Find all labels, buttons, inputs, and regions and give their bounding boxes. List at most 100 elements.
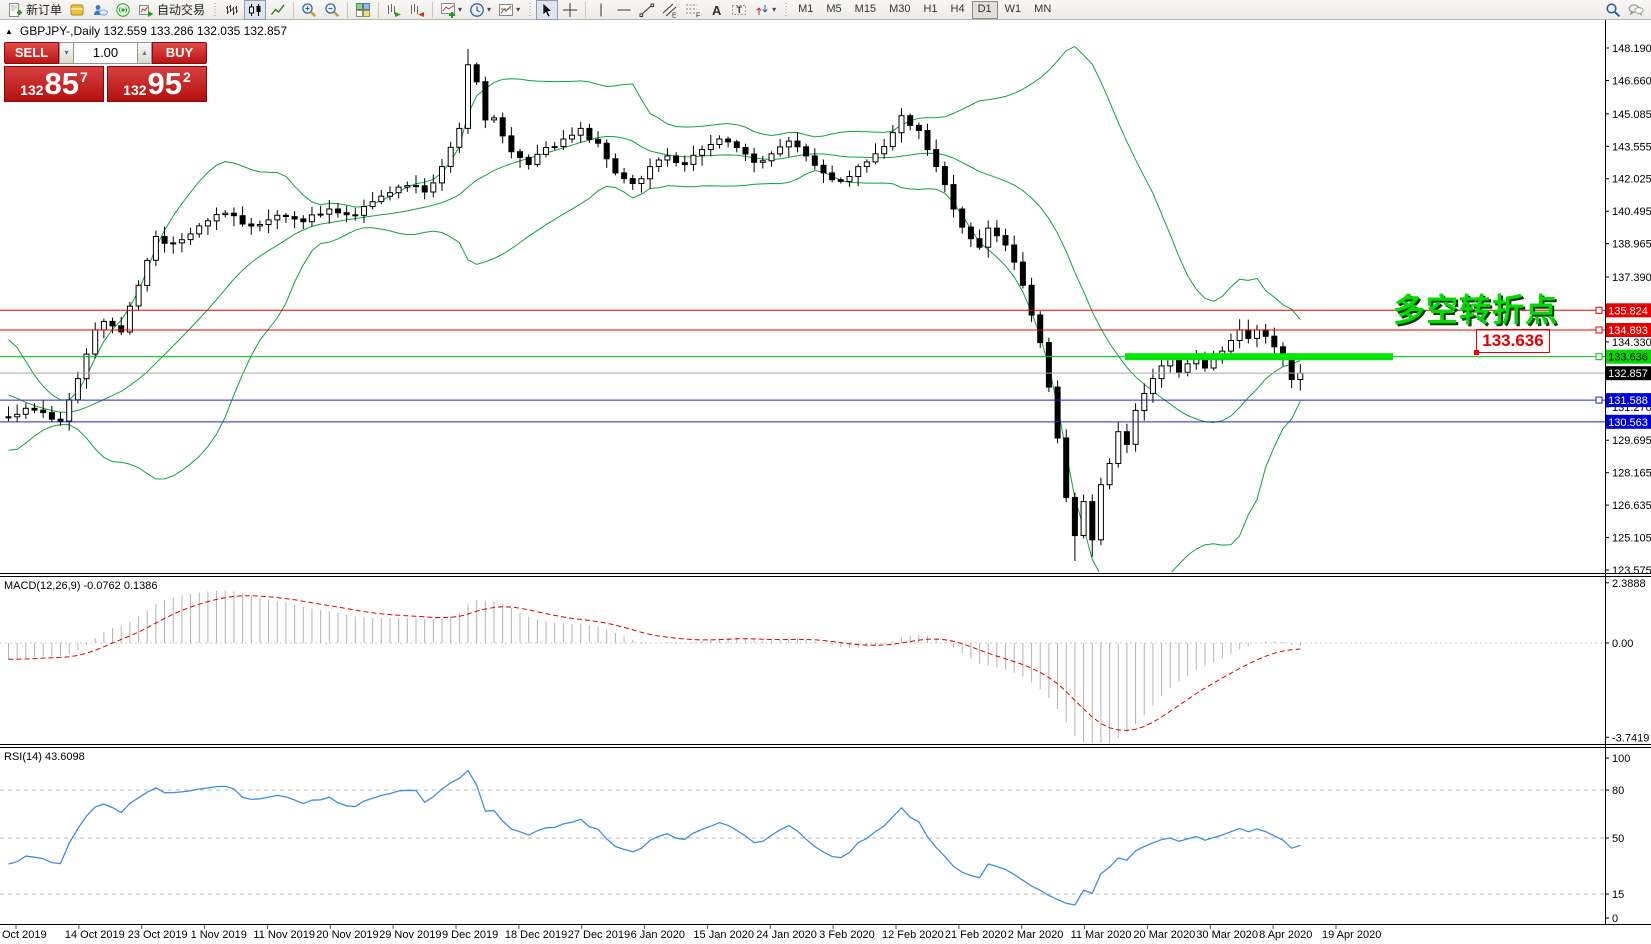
buy-button[interactable]: BUY bbox=[152, 42, 207, 64]
candles-chart-button[interactable] bbox=[244, 0, 267, 20]
candle bbox=[491, 114, 497, 123]
candle bbox=[664, 148, 671, 167]
candle bbox=[40, 400, 47, 418]
candle bbox=[603, 139, 610, 168]
collapse-icon[interactable]: ▲ bbox=[5, 26, 13, 36]
price-axis[interactable]: 148.190 146.660 145.085 143.555 142.025 140.4… bbox=[1605, 43, 1651, 925]
toolbar-grip[interactable] bbox=[783, 2, 789, 17]
trendline-button[interactable] bbox=[636, 0, 658, 20]
timeframe-button-m5[interactable]: M5 bbox=[826, 2, 842, 15]
templates-button[interactable]: ▾ bbox=[495, 0, 523, 20]
time-tick-label: 2 Mar 2020 bbox=[1008, 929, 1064, 941]
cursor-button[interactable] bbox=[536, 0, 559, 20]
candle bbox=[430, 174, 437, 198]
zoomin-icon bbox=[301, 2, 317, 18]
price-tick-label: 2.3888 bbox=[1612, 578, 1646, 590]
search-button[interactable] bbox=[1602, 0, 1624, 20]
crosshair-button[interactable] bbox=[559, 0, 581, 20]
autotrading-button[interactable]: 自动交易 bbox=[135, 0, 208, 20]
candle bbox=[5, 406, 12, 422]
line-handle[interactable] bbox=[1595, 306, 1603, 314]
line-handle[interactable] bbox=[1595, 353, 1603, 361]
timeframe-button-h1[interactable]: H1 bbox=[923, 2, 938, 15]
candle bbox=[612, 153, 619, 176]
trend-icon bbox=[639, 2, 655, 18]
timeframe-button-d1[interactable]: D1 bbox=[971, 0, 998, 19]
candle bbox=[569, 127, 575, 143]
text-button[interactable]: A bbox=[705, 0, 727, 20]
price-badge bbox=[1606, 393, 1651, 408]
object-handle[interactable] bbox=[1474, 350, 1479, 355]
timeframe-button-h4[interactable]: H4 bbox=[950, 2, 965, 15]
chart-shift-button[interactable] bbox=[406, 0, 428, 20]
price-tick-label: 125.105 bbox=[1612, 533, 1651, 545]
line-handle[interactable] bbox=[1595, 396, 1603, 404]
volume-increase-button[interactable]: ▴ bbox=[137, 42, 152, 64]
candle bbox=[404, 181, 411, 192]
candle bbox=[1158, 357, 1165, 388]
timeframe-button-mn[interactable]: MN bbox=[1034, 2, 1052, 15]
time-tick-label: 11 Nov 2019 bbox=[253, 929, 315, 941]
fibonacci-button[interactable]: F bbox=[682, 0, 704, 20]
arrows-button[interactable]: ▾ bbox=[751, 0, 779, 20]
price-tick-label: 123.575 bbox=[1612, 565, 1651, 577]
turning-point-annotation[interactable]: 多空转折点 bbox=[1393, 292, 1559, 328]
hline-button[interactable] bbox=[613, 0, 635, 20]
dropdown-caret-icon[interactable]: ▾ bbox=[487, 5, 492, 14]
buy-price-tile[interactable]: 132 95 2 bbox=[107, 66, 207, 102]
auto-scroll-button[interactable] bbox=[383, 0, 405, 20]
signals-button[interactable] bbox=[112, 0, 134, 20]
new-order-button[interactable]: 新订单 bbox=[4, 0, 65, 20]
line-chart-button[interactable] bbox=[267, 0, 289, 20]
tile-windows-button[interactable] bbox=[352, 0, 374, 20]
community-button[interactable] bbox=[89, 0, 111, 20]
candle bbox=[31, 403, 38, 414]
sell-price-tile[interactable]: 132 85 7 bbox=[4, 66, 104, 102]
periods-button[interactable]: ▾ bbox=[466, 0, 494, 20]
dropdown-caret-icon[interactable]: ▾ bbox=[772, 5, 777, 14]
bars-chart-button[interactable] bbox=[221, 0, 243, 20]
level-label-box[interactable]: 133.636 bbox=[1474, 329, 1550, 355]
dropdown-caret-icon[interactable]: ▾ bbox=[516, 5, 521, 14]
toolbar-grip[interactable] bbox=[212, 2, 218, 17]
price-badge-label: 132.857 bbox=[1608, 368, 1648, 380]
vline-button[interactable] bbox=[590, 0, 612, 20]
candle bbox=[811, 148, 818, 170]
line-handle[interactable] bbox=[1595, 326, 1603, 334]
zoom-out-button[interactable] bbox=[321, 0, 343, 20]
volume-input[interactable]: 1.00 bbox=[74, 42, 137, 64]
price-tick-label: 137.390 bbox=[1612, 272, 1651, 284]
price-badge bbox=[1606, 303, 1651, 318]
candle bbox=[473, 62, 480, 86]
textA-icon: A bbox=[708, 2, 724, 18]
price-tick-label: 142.025 bbox=[1612, 174, 1651, 186]
sell-price-point: 7 bbox=[80, 69, 88, 85]
price-tick-label: 15 bbox=[1612, 889, 1624, 901]
zoom-in-button[interactable] bbox=[298, 0, 320, 20]
sell-button[interactable]: SELL bbox=[4, 42, 59, 64]
timeframe-button-m1[interactable]: M1 bbox=[798, 2, 814, 15]
time-axis[interactable]: Oct 2019 14 Oct 2019 23 Oct 2019 1 Nov 2019… bbox=[2, 925, 1381, 941]
channel-button[interactable]: E bbox=[659, 0, 681, 20]
dropdown-caret-icon[interactable]: ▾ bbox=[458, 5, 463, 14]
candle bbox=[985, 220, 992, 258]
timeframe-button-w1[interactable]: W1 bbox=[1004, 2, 1022, 15]
indicators-button[interactable]: ▾ bbox=[437, 0, 465, 20]
candle bbox=[1037, 311, 1044, 348]
price-tick-label: 126.635 bbox=[1612, 500, 1651, 512]
timeframe-button-m30[interactable]: M30 bbox=[889, 2, 911, 15]
candle bbox=[343, 205, 350, 223]
chat-button[interactable] bbox=[1625, 0, 1647, 20]
support-zone-band[interactable] bbox=[1125, 353, 1393, 361]
toolbar-grip[interactable] bbox=[527, 2, 533, 17]
candle bbox=[1045, 337, 1052, 393]
timeframe-button-m15[interactable]: M15 bbox=[854, 2, 877, 15]
label-button[interactable]: T bbox=[728, 0, 750, 20]
candle bbox=[48, 405, 55, 423]
candle bbox=[1141, 383, 1148, 421]
candle bbox=[187, 227, 194, 245]
candle bbox=[361, 199, 367, 224]
candle bbox=[820, 159, 827, 184]
volume-decrease-button[interactable]: ▾ bbox=[59, 42, 74, 64]
market-button[interactable] bbox=[66, 0, 88, 20]
